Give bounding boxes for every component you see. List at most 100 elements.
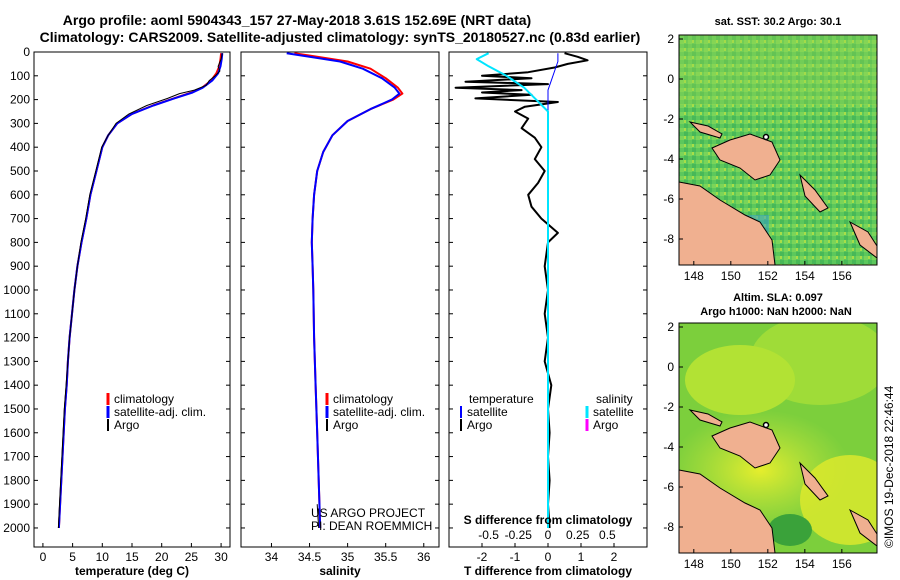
s-difference-label: S difference from climatology: [464, 513, 633, 527]
x-tick-label: 36: [417, 550, 431, 564]
series-t-difference-satellite: [547, 53, 559, 528]
temperature-xlabel: temperature (deg C): [75, 564, 189, 578]
x-tick-label: 34.5: [298, 550, 322, 564]
legend-temperature-title: temperature: [469, 392, 534, 406]
salinity-legend: climatology satellite-adj. clim. Argo: [325, 392, 425, 432]
legend-s-satellite-label: satellite: [593, 405, 634, 419]
pi-credit: PI: DEAN ROEMMICH: [311, 519, 432, 533]
depth-tick-label: 0: [23, 45, 30, 59]
depth-tick-label: 100: [10, 69, 30, 83]
new-ireland-island: [688, 121, 723, 139]
argo-position-marker: [762, 421, 770, 429]
map-lat-label: 0: [667, 72, 674, 86]
legend-climatology-label: climatology: [114, 392, 174, 406]
temperature-plot-frame: [33, 51, 231, 548]
x-tick-label: 35.5: [374, 550, 398, 564]
imos-credit: ©IMOS 19-Dec-2018 22:46:44: [882, 385, 896, 548]
legend-salinity-title: salinity: [596, 392, 633, 406]
sla-map-title-2: Argo h1000: NaN h2000: NaN: [700, 306, 852, 318]
series-climatology: [294, 52, 404, 529]
depth-tick-label: 1500: [3, 402, 30, 416]
x-tick-label: 1: [578, 550, 585, 564]
depth-tick-label: 300: [10, 116, 30, 130]
salinity-xlabel: salinity: [319, 564, 361, 578]
bougainville-island: [799, 173, 829, 213]
depth-tick-label: 1400: [3, 378, 30, 392]
series-satellite-adj-clim-: [57, 53, 224, 529]
x-tick-label: 34: [265, 550, 279, 564]
depth-tick-label: 1200: [3, 331, 30, 345]
legend-t-argo-label: Argo: [467, 418, 493, 432]
map-lat-label: -6: [663, 192, 674, 206]
new-britain-island: [711, 133, 781, 181]
depth-tick-label: 500: [10, 164, 30, 178]
depth-tick-label: 1600: [3, 426, 30, 440]
x-tick-label: 35: [341, 550, 355, 564]
sst-map-title: sat. SST: 30.2 Argo: 30.1: [715, 16, 842, 28]
depth-tick-label: 1900: [3, 497, 30, 511]
x-tick-label: 0: [545, 550, 552, 564]
project-credit: US ARGO PROJECT: [311, 506, 426, 520]
series-argo: [57, 53, 223, 529]
title-line-1: Argo profile: aoml 5904343_157 27-May-20…: [63, 12, 531, 28]
sst-map-axes: 148 150 152 154 156 2 0 -2 -4 -6 -8: [663, 32, 852, 283]
depth-tick-label: 1700: [3, 450, 30, 464]
difference-series: [454, 52, 589, 529]
x-tick-label: 2: [611, 550, 618, 564]
depth-tick-label: 1000: [3, 283, 30, 297]
map-lat-label: -2: [663, 112, 674, 126]
legend-t-satellite-label: satellite: [467, 405, 508, 419]
new-ireland-island: [688, 409, 723, 427]
x-tick-label: 10: [96, 550, 110, 564]
t-difference-axis: -2 -1 0 1 2: [477, 543, 618, 564]
map-lon-label: 148: [684, 269, 704, 283]
temperature-axis: 0 5 10 15 20 25 30: [40, 543, 228, 564]
s-tick-label: 0.5: [599, 528, 616, 542]
x-tick-label: 0: [40, 550, 47, 564]
sla-map-title-1: Altim. SLA: 0.097: [733, 292, 823, 304]
x-tick-label: 30: [214, 550, 228, 564]
depth-tick-label: 1800: [3, 473, 30, 487]
title-line-2: Climatology: CARS2009. Satellite-adjuste…: [40, 29, 641, 45]
solomon-islands: [848, 508, 877, 547]
salinity-plot-frame: [240, 51, 440, 548]
difference-legend-temperature: temperature satellite Argo: [460, 392, 534, 432]
s-tick-label: -0.25: [505, 528, 533, 542]
depth-tick-label: 900: [10, 259, 30, 273]
new-guinea-land: [679, 181, 776, 265]
depth-tick-label: 700: [10, 212, 30, 226]
map-lon-label: 150: [721, 269, 741, 283]
new-guinea-land: [679, 469, 776, 553]
map-lon-label: 154: [795, 269, 815, 283]
salinity-axis: 34 34.5 35 35.5 36: [265, 543, 431, 564]
new-britain-island: [711, 421, 781, 469]
depth-tick-label: 1100: [4, 307, 30, 321]
map-lat-label: -4: [663, 152, 674, 166]
map-lon-label: 152: [758, 557, 778, 571]
s-tick-label: 0: [545, 528, 552, 542]
bougainville-island: [799, 461, 829, 501]
map-lat-label: 2: [667, 32, 674, 46]
map-lat-label: 0: [667, 360, 674, 374]
series-climatology: [57, 53, 223, 529]
s-tick-label: 0.25: [566, 528, 590, 542]
sla-map-frame: [678, 322, 878, 554]
sla-map-axes: 148 150 152 154 156 2 0 -2 -4 -6 -8: [663, 320, 852, 571]
s-tick-label: -0.5: [478, 528, 499, 542]
map-lon-label: 154: [795, 557, 815, 571]
legend-satellite-label: satellite-adj. clim.: [333, 405, 425, 419]
difference-xlabel: T difference from climatology: [464, 564, 632, 578]
map-lon-label: 156: [832, 557, 852, 571]
depth-tick-label: 400: [10, 140, 30, 154]
series-t-difference-argo: [454, 52, 589, 529]
map-lat-label: -8: [663, 520, 674, 534]
map-lat-label: -8: [663, 232, 674, 246]
series-argo: [316, 504, 320, 529]
sst-warm-band: [679, 35, 877, 105]
x-tick-label: 25: [185, 550, 199, 564]
x-tick-label: -1: [510, 550, 521, 564]
sst-map: [679, 35, 877, 265]
series-satellite-adj-clim-: [286, 52, 401, 529]
legend-s-argo-label: Argo: [593, 418, 619, 432]
